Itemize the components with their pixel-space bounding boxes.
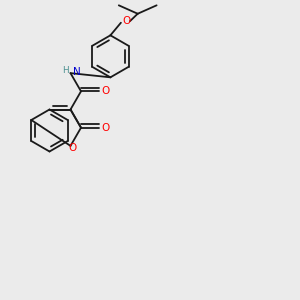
Text: O: O — [122, 16, 130, 26]
Text: O: O — [101, 123, 110, 133]
Text: O: O — [68, 143, 76, 153]
Text: N: N — [73, 67, 81, 77]
Text: O: O — [101, 86, 110, 96]
Text: H: H — [62, 66, 68, 75]
